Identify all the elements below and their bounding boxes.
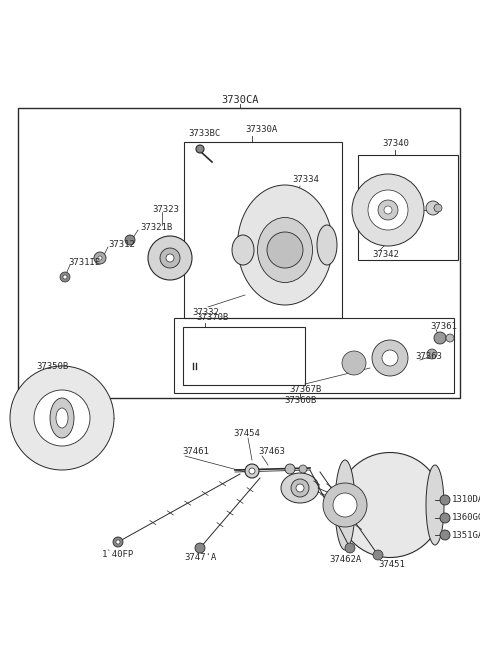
Circle shape (352, 174, 424, 246)
Bar (183, 327, 305, 385)
Ellipse shape (184, 350, 212, 370)
Text: 37361: 37361 (430, 322, 457, 331)
Circle shape (440, 530, 450, 540)
Text: 37370B: 37370B (196, 313, 228, 322)
Circle shape (373, 550, 383, 560)
Circle shape (440, 513, 450, 523)
Text: 1351GA: 1351GA (452, 530, 480, 539)
Circle shape (116, 540, 120, 544)
Ellipse shape (232, 235, 254, 265)
Circle shape (299, 465, 307, 473)
Text: 37334: 37334 (292, 175, 319, 184)
Text: 3747'A: 3747'A (184, 553, 216, 562)
Circle shape (434, 204, 442, 212)
Bar (174, 318, 454, 393)
Circle shape (382, 350, 398, 366)
Circle shape (249, 468, 255, 474)
Bar (272, 362, 278, 370)
Circle shape (323, 483, 367, 527)
Ellipse shape (186, 349, 200, 361)
Text: 37340: 37340 (382, 139, 409, 148)
Text: 37454: 37454 (234, 429, 261, 438)
Circle shape (125, 235, 135, 245)
Text: 37461: 37461 (182, 447, 209, 456)
Ellipse shape (335, 460, 355, 550)
Text: 37330A: 37330A (245, 125, 277, 134)
Circle shape (368, 190, 408, 230)
Text: 37462A: 37462A (329, 555, 361, 564)
Circle shape (63, 275, 67, 279)
Circle shape (446, 334, 454, 342)
Circle shape (196, 145, 204, 153)
Bar (184, 142, 342, 318)
Bar (358, 155, 458, 260)
Ellipse shape (281, 473, 319, 503)
Text: 37363: 37363 (415, 352, 442, 361)
Text: 3731IE: 3731IE (68, 258, 100, 267)
Circle shape (427, 349, 437, 359)
Ellipse shape (337, 453, 443, 558)
Text: 37332: 37332 (192, 308, 219, 317)
Text: 1310DA: 1310DA (452, 495, 480, 505)
Circle shape (342, 351, 366, 375)
Circle shape (245, 464, 259, 478)
Text: 37321B: 37321B (140, 223, 172, 232)
Ellipse shape (255, 347, 285, 369)
Ellipse shape (56, 408, 68, 428)
Circle shape (440, 495, 450, 505)
Circle shape (426, 201, 440, 215)
Text: 3733BC: 3733BC (188, 129, 220, 138)
Ellipse shape (201, 358, 211, 366)
Text: 1360GG: 1360GG (452, 514, 480, 522)
Circle shape (160, 248, 180, 268)
Ellipse shape (257, 217, 312, 283)
Text: 37312: 37312 (108, 240, 135, 249)
Circle shape (34, 390, 90, 446)
Text: 37463: 37463 (258, 447, 285, 456)
Text: 37451: 37451 (378, 560, 405, 569)
Ellipse shape (50, 398, 74, 438)
Text: 37323: 37323 (152, 205, 179, 214)
Ellipse shape (258, 351, 270, 365)
Circle shape (372, 340, 408, 376)
Circle shape (267, 232, 303, 268)
Bar (18, 108, 460, 398)
Circle shape (60, 272, 70, 282)
Circle shape (10, 366, 114, 470)
Circle shape (296, 484, 304, 492)
Circle shape (166, 254, 174, 262)
Circle shape (113, 537, 123, 547)
Text: 1`40FP: 1`40FP (102, 550, 134, 559)
Ellipse shape (238, 185, 333, 305)
Circle shape (94, 252, 106, 264)
Ellipse shape (317, 225, 337, 265)
Circle shape (333, 493, 357, 517)
Text: 37360B: 37360B (284, 396, 316, 405)
Text: 37350B: 37350B (36, 362, 68, 371)
Text: 37367B: 37367B (289, 385, 321, 394)
Circle shape (434, 332, 446, 344)
Circle shape (384, 206, 392, 214)
Ellipse shape (335, 338, 373, 388)
Circle shape (291, 479, 309, 497)
Circle shape (345, 543, 355, 553)
Ellipse shape (426, 465, 444, 545)
Circle shape (285, 464, 295, 474)
Circle shape (148, 236, 192, 280)
Circle shape (378, 200, 398, 220)
Circle shape (195, 543, 205, 553)
Circle shape (98, 256, 102, 260)
Text: 37342: 37342 (372, 250, 399, 259)
Ellipse shape (272, 351, 284, 361)
Text: 3730CA: 3730CA (221, 95, 259, 105)
Ellipse shape (343, 321, 437, 396)
